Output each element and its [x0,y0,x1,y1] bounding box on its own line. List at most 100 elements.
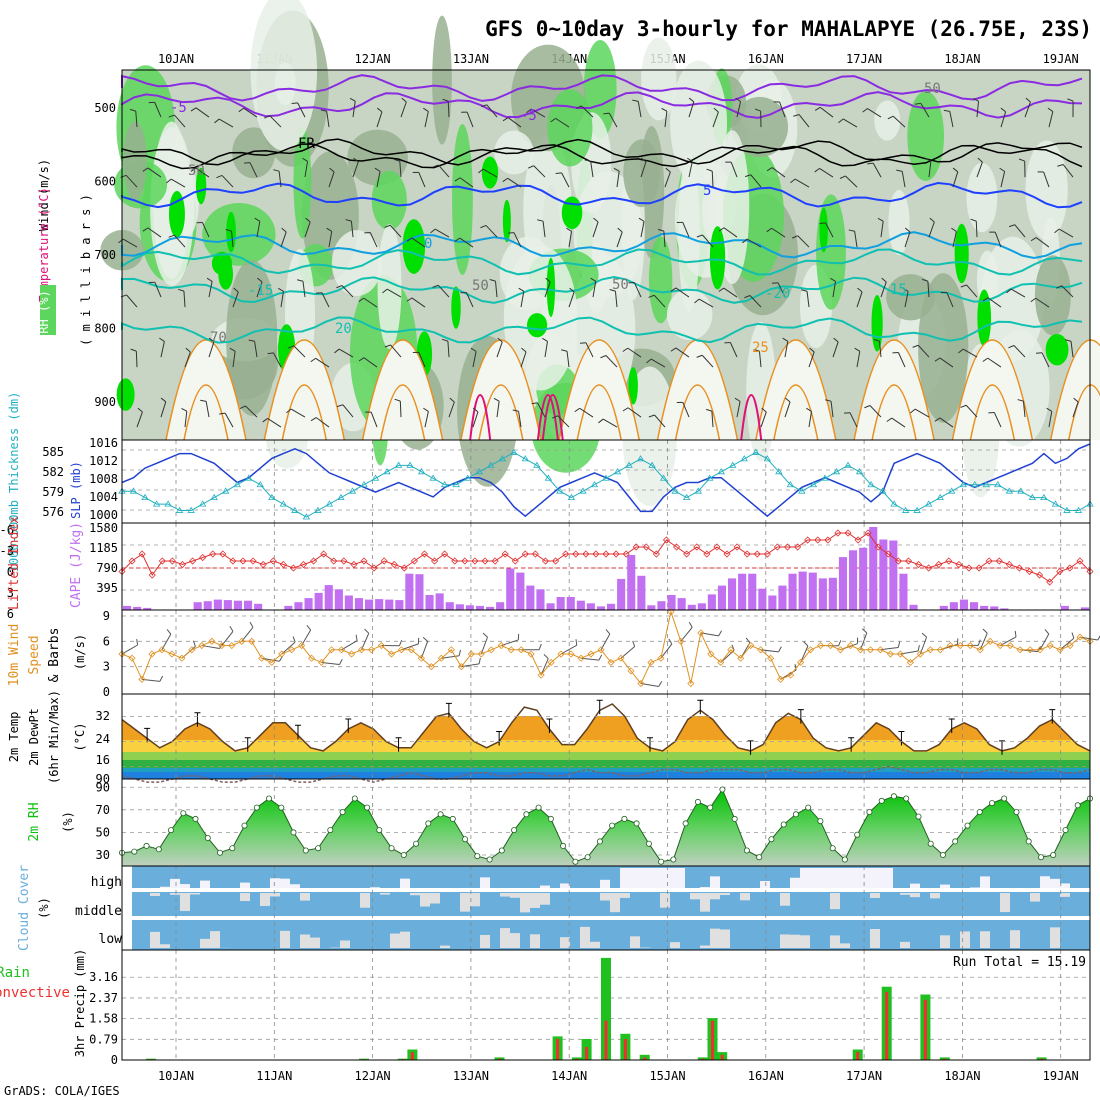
cloud-low-gap [300,934,310,948]
wind-speed-marker [208,637,216,645]
wind-barb-flag [825,399,832,402]
wind-barb [819,106,834,118]
wind-barb-flag [744,174,751,178]
li-marker [400,564,408,572]
cape-bar [395,600,404,610]
wind-barb-flag [470,347,477,352]
cloud-mid-gap [530,893,540,908]
wind-speed-marker [597,646,605,654]
wind-label: Wind (m/s) [37,159,51,231]
wind-speed-marker [337,646,346,654]
wind-speed-marker [467,650,475,658]
wind-speed-marker [637,679,645,688]
li-marker [531,550,539,558]
wind-barb [1062,164,1074,178]
wind-barb-flag [1014,630,1017,638]
wind-barb-flag [598,654,603,661]
wind-barb-flag [238,107,244,113]
y-tick-label: 24 [96,732,110,746]
rh-colorbar [40,285,56,335]
li-marker [471,557,479,565]
wind-speed-marker [447,646,455,654]
wind-speed-marker [507,646,515,654]
cloud-low-gap [560,937,570,948]
wind-barb-flag [306,624,312,631]
wind-barb-flag [137,407,143,413]
wind-barb [1048,411,1053,428]
wind-speed-marker [457,663,465,671]
wind-barb [845,175,858,188]
y-tick-label: 16 [96,753,110,767]
y-tick-label: 0.79 [89,1032,118,1046]
wind-barb [326,111,330,128]
footer-credit: GrADS: COLA/IGES [4,1084,120,1098]
wind-barb-flag [394,398,401,402]
cloud-low-gap [150,931,160,948]
wind-barb [352,101,356,118]
cloud-level-low: low [99,932,123,947]
thickness-line [122,451,1091,518]
thickness-marker [913,506,921,513]
wind-barb [602,418,618,428]
wind-barb-flag [887,115,894,120]
rh-marker [278,804,285,811]
cloud-mid-gap [700,893,710,912]
wind-barb-flag [640,157,647,163]
temp2m-panel: 32 24 16 90 2m Temp 2m DewPt (6hr Min/Max) (°C) [7,690,1091,786]
cloud-mid-gap [510,893,520,898]
wind-speed-marker [717,658,725,667]
wind-barb-flag [159,675,164,682]
li-marker [451,557,459,565]
warm-dome-inner [478,384,524,441]
wind-barb-flag [982,297,989,302]
li-marker [320,550,328,558]
thickness-marker [821,474,829,481]
rh-marker [1038,854,1045,861]
rh-marker [180,810,187,817]
wind-barb-flag [432,284,439,288]
cloud-low-gap [440,945,450,948]
wind-speed-marker [617,654,625,662]
wind-barb-flag [982,357,989,362]
wind-barb [147,167,162,178]
panel-frame [121,609,1091,695]
wind-barb-flag [160,397,167,403]
precip-total-label: Total / Rain [0,965,30,981]
wind-barb-flag [518,287,525,292]
wind-barb-flag [575,105,582,109]
li-marker [138,550,146,558]
rh-marker [645,840,652,847]
thickness-marker [556,487,564,494]
wind-barb [224,412,234,428]
isotherm [121,91,1083,119]
li-marker [189,557,197,565]
warm-dome-inner [871,384,917,441]
wind-barb [653,294,666,308]
cloud-low-gap [400,931,410,948]
cape-bar [465,605,474,610]
rh-marker [878,797,885,804]
wind-barb [160,341,165,358]
wind-speed-marker [816,641,825,650]
rh-marker [339,809,346,816]
rh-line [121,788,1091,863]
thickness-marker [291,506,299,513]
cloud-mid-gap [1060,893,1070,897]
wind-barb [808,411,812,428]
thickness-marker [671,487,679,494]
cloud-low-gap [340,940,350,948]
wind-barb [616,231,623,248]
wind-barb [654,414,666,428]
cape-bar [405,573,414,610]
contour-label: 50 [612,277,629,293]
wind-barb [501,639,519,647]
y-tick-label: 50 [96,825,110,839]
thickness-marker [279,500,288,507]
wind-barb-flag [790,178,796,184]
wind-barb-flag [478,168,484,174]
rh-marker [633,820,640,827]
wind-barb [121,644,138,655]
cloud-high-gap [820,877,830,888]
contour-label: 0 [424,236,432,252]
wind-barb [232,351,236,368]
